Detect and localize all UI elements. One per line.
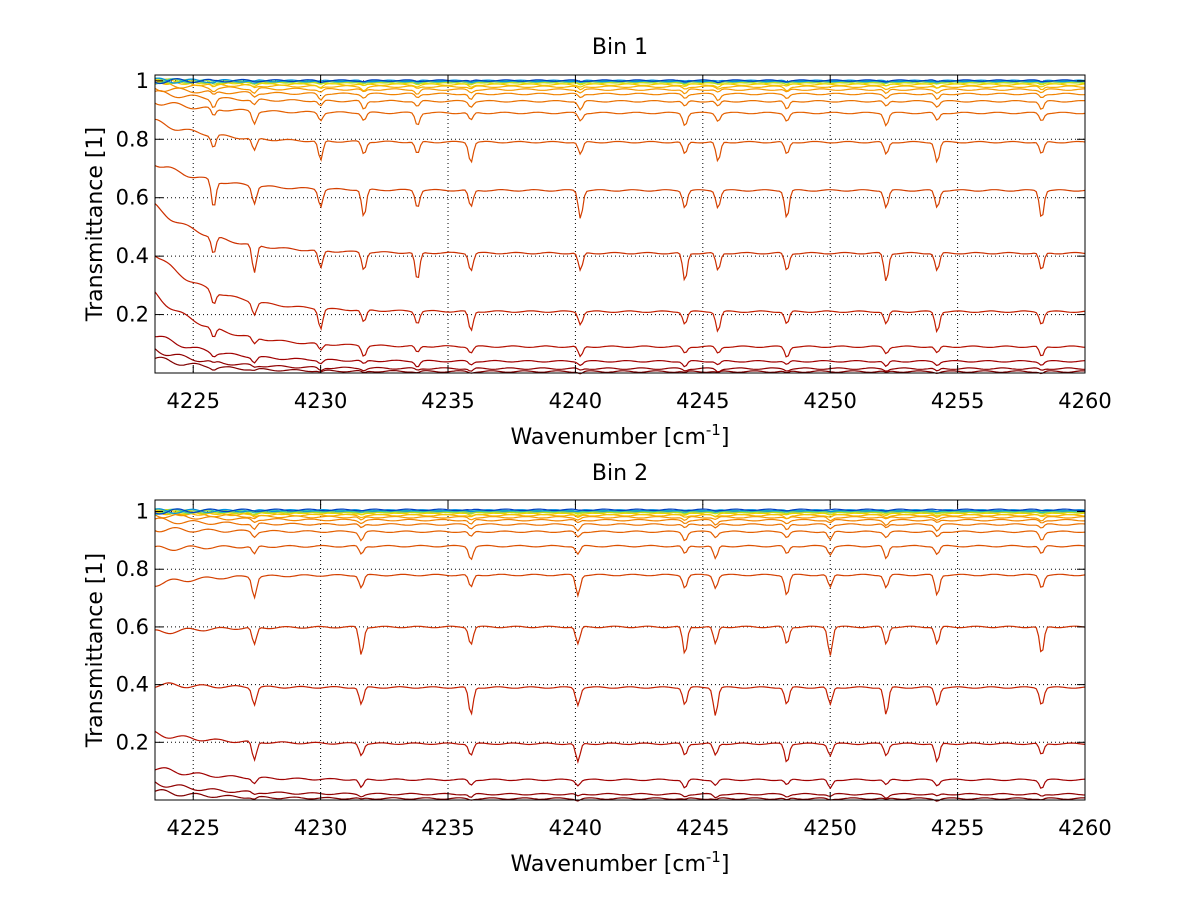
series-line: [154, 77, 1086, 85]
plot-area: 4225 4230 4235 4240 4245 4250 4255 4260 0.2 0.4 0.…: [116, 499, 1112, 840]
y-tick-label: 1: [136, 500, 149, 524]
x-tick-label: 4235: [421, 389, 474, 413]
x-tick-label: 4255: [931, 389, 984, 413]
series-line: [154, 508, 1086, 515]
y-tick-label: 1: [136, 69, 149, 93]
series-line: [154, 767, 1086, 790]
series-line: [154, 788, 1086, 802]
series-line: [154, 508, 1086, 515]
series-line: [154, 203, 1086, 282]
series-line: [154, 164, 1086, 219]
y-axis-label: Transmittance [1]: [83, 127, 108, 322]
series-line: [154, 625, 1086, 656]
y-tick-label: 0.8: [116, 127, 149, 151]
x-tick-label: 4260: [1058, 816, 1111, 840]
panel-bin-2: Bin 2 4225 4230 4235 4240 4245 4250 4255 4260 0.…: [83, 461, 1112, 877]
x-tick-label: 4250: [803, 389, 856, 413]
series-line: [154, 335, 1086, 368]
panel-bin-1: Bin 1 4225 4230 4235 4240 4245 4250 4255 4260 0.…: [83, 35, 1112, 450]
x-tick-label: 4245: [676, 816, 729, 840]
series-line: [154, 508, 1086, 515]
x-tick-label: 4225: [166, 816, 219, 840]
series-line: [154, 118, 1086, 164]
x-axis-label: Wavenumber [cm-1]: [511, 848, 730, 877]
series-line: [154, 573, 1086, 600]
x-tick-label: 4235: [421, 816, 474, 840]
x-axis-label-end: ]: [721, 852, 730, 877]
plot-area: 4225 4230 4235 4240 4245 4250 4255 4260 0.2 0.4 0.…: [116, 69, 1112, 413]
series-line: [154, 526, 1086, 542]
series-line: [154, 781, 1086, 799]
series-line: [154, 291, 1086, 358]
y-tick-label: 0.6: [116, 615, 149, 639]
series-line: [154, 89, 1086, 111]
axes-box: [154, 74, 1086, 374]
y-tick-label: 0.6: [116, 186, 149, 210]
x-tick-label: 4255: [931, 816, 984, 840]
series-line: [154, 81, 1085, 95]
x-axis-label-superscript: -1: [706, 421, 721, 439]
series-line: [154, 544, 1086, 561]
x-axis-label-text: Wavenumber [cm: [511, 425, 706, 450]
x-tick-label: 4250: [803, 816, 856, 840]
series-line: [154, 513, 1085, 527]
y-tick-label: 0.8: [116, 557, 149, 581]
x-tick-label: 4240: [549, 816, 602, 840]
series-line: [154, 682, 1086, 716]
x-axis-label-text: Wavenumber [cm: [511, 852, 706, 877]
x-axis-label-end: ]: [721, 425, 730, 450]
chart-title: Bin 2: [592, 461, 648, 486]
series-line: [154, 255, 1086, 334]
series-line: [154, 78, 1086, 89]
x-axis-label: Wavenumber [cm-1]: [511, 421, 730, 450]
series-line: [154, 348, 1085, 373]
series-line: [154, 356, 1086, 375]
series-line: [154, 87, 1085, 102]
axes-box: [154, 499, 1086, 801]
x-tick-label: 4260: [1058, 389, 1111, 413]
series-line: [154, 517, 1086, 532]
x-tick-label: 4245: [676, 389, 729, 413]
y-tick-label: 0.4: [116, 673, 149, 697]
series-line: [154, 102, 1086, 127]
x-axis-label-superscript: -1: [706, 848, 721, 866]
x-tick-label: 4240: [549, 389, 602, 413]
series-line: [154, 78, 1086, 92]
series-line: [154, 509, 1085, 522]
y-tick-label: 0.4: [116, 244, 149, 268]
series-line: [154, 730, 1086, 764]
series-line: [154, 77, 1086, 84]
x-tick-label: 4230: [294, 389, 347, 413]
x-tick-label: 4225: [166, 389, 219, 413]
y-tick-label: 0.2: [116, 730, 149, 754]
x-tick-label: 4230: [294, 816, 347, 840]
chart-title: Bin 1: [592, 35, 648, 60]
y-tick-label: 0.2: [116, 303, 149, 327]
y-axis-label: Transmittance [1]: [83, 553, 108, 748]
